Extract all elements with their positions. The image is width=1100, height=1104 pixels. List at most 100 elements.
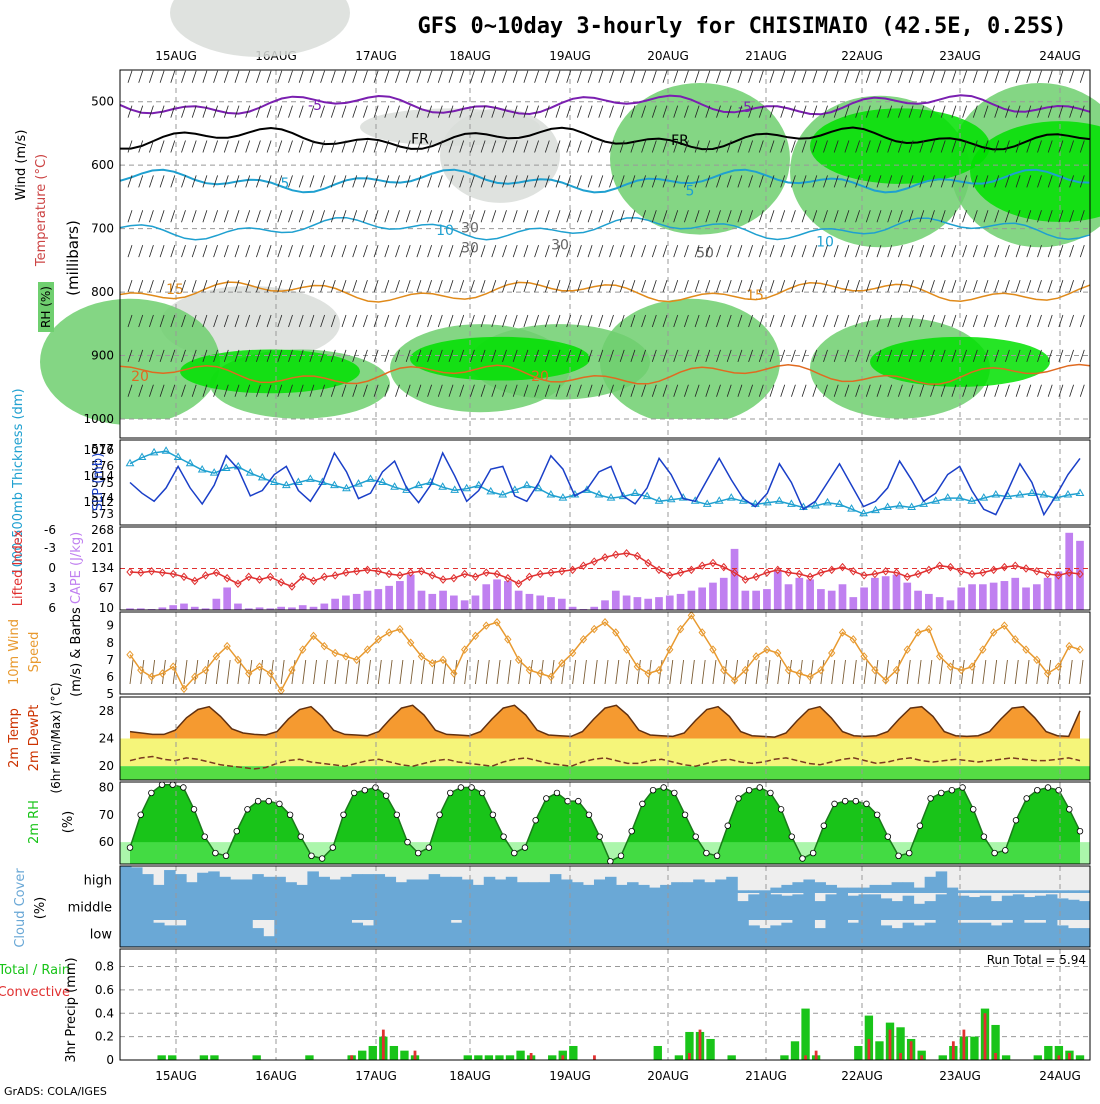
wind-barb [833, 314, 839, 328]
wind-speed-marker [633, 662, 642, 671]
wind-barb [876, 175, 882, 188]
precip-total-bar [1054, 1045, 1064, 1060]
lifted-index-marker [590, 557, 598, 566]
wind-barb [320, 140, 325, 153]
date-label-top: 21AUG [745, 49, 787, 63]
wind-barb [427, 245, 432, 258]
wind-speed-marker [504, 635, 512, 644]
wind-barb [352, 314, 358, 328]
thickness-marker [871, 505, 880, 514]
wind-barb [256, 279, 261, 293]
rh-marker [724, 822, 731, 829]
precip-conv-bar [561, 1055, 565, 1060]
wind-barb [223, 175, 229, 188]
wind-barb [523, 279, 529, 293]
wind-barb [684, 105, 689, 118]
cloud-bar-low [241, 920, 253, 947]
wind-barb [1047, 210, 1053, 223]
wind-barb [716, 384, 721, 397]
rh-marker [1002, 847, 1009, 854]
wind-barb [159, 175, 165, 188]
rh-marker [959, 784, 966, 791]
cape-bar [914, 590, 922, 610]
thickness-marker [498, 490, 508, 498]
wind-barb [1047, 384, 1053, 397]
wind-barb [716, 175, 721, 188]
wind-speed-marker [622, 645, 631, 654]
precip-total-bar [875, 1041, 884, 1060]
rh-marker [425, 844, 433, 851]
wind-barb [555, 279, 561, 293]
wind-barb [127, 70, 133, 83]
wind-barb [780, 245, 786, 258]
wind-barb [256, 349, 261, 362]
rh-marker [809, 849, 817, 857]
wind-barb [791, 349, 796, 362]
wind-barb [630, 105, 636, 118]
wind-speed-marker [720, 665, 728, 675]
wind-barb [566, 210, 572, 223]
rh-marker [479, 789, 486, 797]
wind-barb [320, 314, 325, 328]
precip-total-bar [157, 1055, 166, 1060]
wind-speed-marker [860, 652, 868, 661]
thickness-marker [209, 468, 219, 476]
precip-total-bar [305, 1055, 314, 1060]
wind-barb [673, 245, 679, 258]
cloud-bar-low [781, 922, 793, 947]
lifted-index-marker [471, 572, 480, 582]
cloud-bar-middle [1012, 894, 1025, 920]
wind-barb [940, 279, 946, 293]
cloud-bar-high [968, 890, 981, 893]
wind-barb [491, 384, 497, 397]
wind-barb [363, 140, 368, 153]
wind-barb [1079, 349, 1085, 362]
wind-barb [373, 105, 379, 118]
date-label-top: 17AUG [355, 49, 397, 63]
wind-barb [577, 384, 582, 397]
cape-bar [687, 590, 696, 610]
wind-barb [491, 349, 497, 362]
wind-barb [855, 245, 860, 258]
cloud-bar-high [549, 874, 562, 893]
wind-barb [459, 105, 465, 118]
wind-barb [898, 140, 903, 153]
wind-barb [587, 105, 593, 118]
surface-wind-barb [356, 659, 361, 685]
surface-wind-barb [313, 659, 317, 685]
contour-label: 5 [281, 176, 290, 192]
thickness-marker [366, 474, 375, 482]
wind-barb [865, 384, 871, 397]
thickness-marker [895, 500, 904, 509]
wind-speed-marker [1054, 662, 1063, 671]
cloud-bar-middle [219, 893, 231, 920]
wind-barb [662, 175, 668, 188]
cloud-bar-low [935, 920, 948, 947]
wind-barb [427, 210, 432, 223]
wind-barb [416, 175, 422, 188]
wind-barb [523, 210, 529, 223]
wind-barb [405, 384, 411, 397]
wind-barb [170, 175, 176, 188]
surface-wind-barb [226, 659, 231, 685]
wind-barb [416, 245, 422, 258]
wind-barb [427, 175, 432, 188]
wind-barb [1079, 384, 1085, 397]
precip-conv-bar [909, 1041, 913, 1060]
wind-barb [202, 175, 208, 188]
wind-barb [951, 210, 957, 223]
cloud-bar-middle [549, 893, 562, 920]
wind-barb [544, 384, 550, 397]
rh-marker [1044, 784, 1052, 791]
cloud-bar-high [880, 884, 893, 893]
lifted-index-marker [493, 569, 501, 579]
wind-barb [716, 314, 721, 328]
cloud-bar-middle [142, 893, 154, 920]
wind-barb [298, 245, 304, 258]
wind-barb [684, 70, 689, 83]
cloud-bar-low [869, 920, 882, 947]
date-label-top: 18AUG [449, 49, 491, 63]
wind-barb [138, 349, 144, 362]
